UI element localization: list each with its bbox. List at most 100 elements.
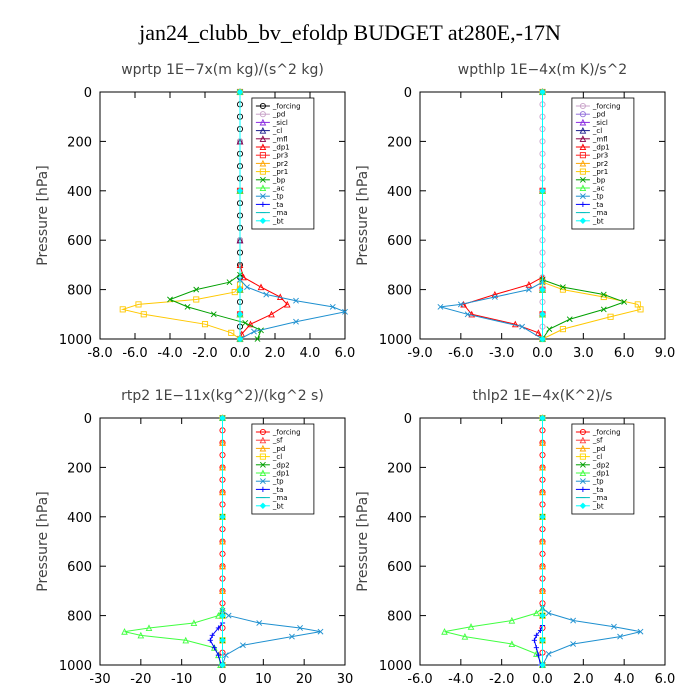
legend-label-bt: _bt <box>272 217 284 225</box>
series-point-tp <box>519 323 526 330</box>
y-axis-label: Pressure [hPa] <box>355 165 371 265</box>
series-point-ta <box>211 645 217 651</box>
y-tick-label: 1000 <box>59 659 92 674</box>
y-tick-label: 0 <box>84 412 92 427</box>
legend-marker-pd <box>579 111 586 118</box>
series-point-tp <box>637 628 644 635</box>
legend-label-forcing: _forcing <box>272 103 301 111</box>
y-tick-label: 400 <box>387 511 412 526</box>
series-point-tp <box>222 652 229 659</box>
series-line-ta <box>209 418 223 666</box>
series-point-pr1 <box>201 321 209 328</box>
series-point-bp <box>184 303 191 310</box>
legend-label-tp: _tp <box>592 478 604 486</box>
legend-marker-dp2 <box>579 461 586 468</box>
y-tick-label: 800 <box>67 610 92 625</box>
legend: _forcing_pd_sicl_cl_mfl_dp1_pr3_pr2_pr1_… <box>251 97 315 230</box>
series-point-tp <box>225 612 232 619</box>
legend-label-forcing: _forcing <box>272 429 301 437</box>
legend-label-mfl: _mfl <box>272 135 288 143</box>
legend-label-pr2: _pr2 <box>592 160 608 168</box>
series-point-bp <box>167 296 173 303</box>
x-tick-label: 0.0 <box>532 672 553 687</box>
series-point-pr1 <box>637 306 644 313</box>
legend-label-pr2: _pr2 <box>272 160 288 168</box>
legend-marker-pr1 <box>259 168 266 175</box>
series-line-tp <box>239 92 347 340</box>
legend-marker-ta <box>580 201 586 207</box>
series-point-tp <box>239 642 246 649</box>
series-point-pr1 <box>228 329 235 336</box>
series-point-tp <box>525 286 532 293</box>
series-point-tp <box>342 308 348 315</box>
y-tick-label: 200 <box>387 461 412 476</box>
series-point-bp <box>600 291 607 298</box>
series-tp <box>219 415 324 668</box>
legend-label-tp: _tp <box>592 193 604 201</box>
legend-marker-pd <box>259 444 267 452</box>
legend-marker-ta <box>580 486 586 492</box>
x-tick-label: 4.0 <box>300 346 321 361</box>
series-point-ta <box>207 637 213 643</box>
legend-marker-forcing <box>579 102 586 110</box>
y-tick-label: 1000 <box>59 333 92 348</box>
x-tick-label: -3.0 <box>489 346 514 361</box>
series-point-bt <box>236 88 244 96</box>
y-tick-label: 200 <box>387 135 412 150</box>
legend-label-bp: _bp <box>592 176 606 184</box>
x-tick-label: 2.0 <box>573 672 594 687</box>
y-tick-label: 400 <box>387 185 412 200</box>
series-point-tp <box>611 623 617 630</box>
legend-marker-tp <box>259 478 266 485</box>
legend-marker-sf <box>259 436 267 444</box>
series-line-dp1 <box>239 92 289 340</box>
legend-marker-mfl <box>259 135 267 142</box>
legend-label-sf: _sf <box>272 437 283 445</box>
legend-label-dp2: _dp2 <box>592 461 610 469</box>
legend: _forcing_sf_pd_cl_dp2_dp1_tp_ta_ma_bt <box>251 423 315 515</box>
legend-label-bt: _bt <box>592 502 604 510</box>
series-point-pr1 <box>559 326 566 333</box>
legend-marker-pr2 <box>579 159 587 167</box>
legend-marker-tp <box>259 193 266 200</box>
x-tick-label: 6.0 <box>655 672 676 687</box>
series-point-bt <box>539 311 546 318</box>
x-tick-label: -6.0 <box>122 346 147 361</box>
legend-label-forcing: _forcing <box>592 429 621 437</box>
series-point-dp1 <box>525 281 533 288</box>
series-point-tp <box>545 650 552 657</box>
legend-label-sicl: _sicl <box>592 119 608 127</box>
x-tick-label: -20 <box>130 672 151 687</box>
x-tick-label: 2.0 <box>265 346 286 361</box>
x-tick-label: 9.0 <box>655 346 676 361</box>
legend-label-cl: _cl <box>592 127 602 135</box>
legend-marker-dp1 <box>259 469 267 477</box>
y-tick-label: 200 <box>67 135 92 150</box>
series-point-tp <box>288 633 295 640</box>
series-bt <box>539 88 546 343</box>
legend-label-ta: _ta <box>592 486 604 494</box>
x-tick-label: 6.0 <box>335 346 356 361</box>
legend-label-sf: _sf <box>592 437 603 445</box>
legend-marker-dp2 <box>259 461 266 468</box>
legend-marker-cl <box>259 453 266 460</box>
series-point-bt <box>236 335 244 343</box>
series-point-bp <box>600 306 607 313</box>
series-point-bt <box>539 513 546 521</box>
series-point-pr1 <box>135 301 142 308</box>
legend-marker-tp <box>579 478 586 485</box>
series-line-bp <box>168 92 262 340</box>
legend-label-bt: _bt <box>592 217 604 225</box>
y-tick-label: 1000 <box>379 333 412 348</box>
series-point-dp1 <box>182 636 190 644</box>
legend: _forcing_sf_pd_cl_dp2_dp1_tp_ta_ma_bt <box>571 423 635 515</box>
x-tick-label: 4.0 <box>614 672 635 687</box>
y-tick-label: 600 <box>387 234 412 249</box>
series-point-pr1 <box>119 306 126 313</box>
series-point-ta <box>533 645 539 651</box>
series-point-dp1 <box>145 624 153 631</box>
series-point-dp1 <box>511 320 519 328</box>
y-tick-label: 1000 <box>379 659 412 674</box>
